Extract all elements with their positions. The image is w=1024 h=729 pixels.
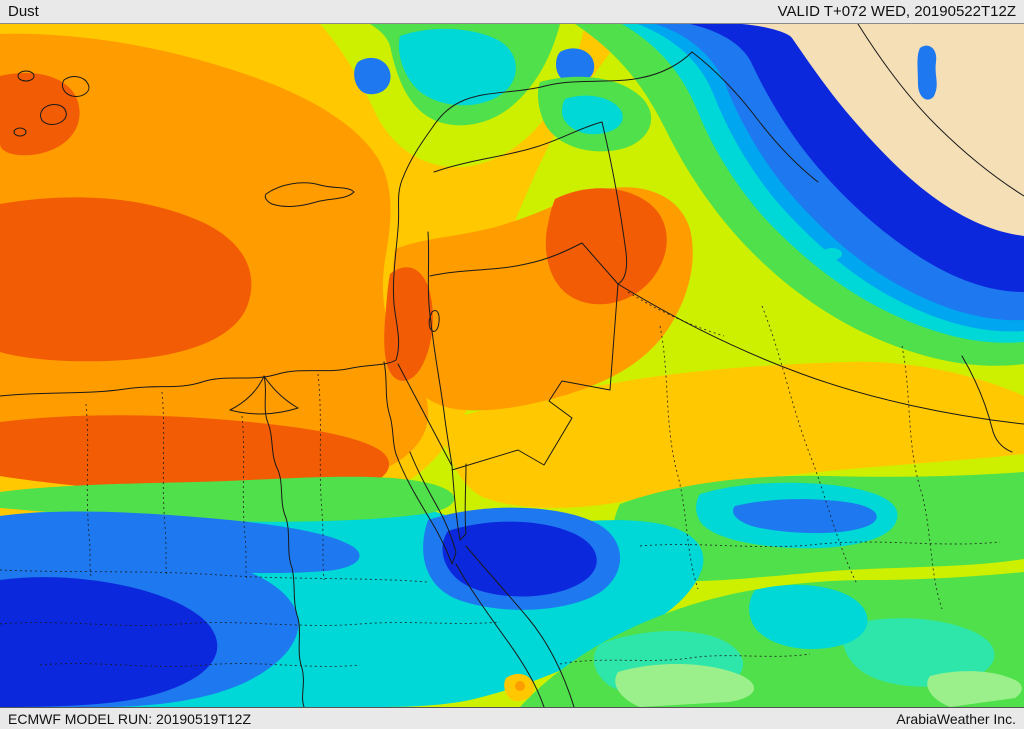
contour-band-cyan-spot: [822, 248, 842, 260]
egypt-sudan-dotted-border: [0, 569, 429, 583]
contour-topcenter-cyan: [398, 28, 516, 106]
contour-domain-edge-beige: [742, 24, 1024, 236]
model-run-label: ECMWF MODEL RUN: 20190519T12Z: [8, 710, 251, 727]
aegean-island-4: [61, 76, 90, 97]
contour-midright-blue-streak: [732, 499, 877, 534]
turkey-east-border: [691, 51, 819, 183]
israel-egypt-border: [397, 363, 453, 467]
saudi-admin-dotted-1: [659, 325, 699, 590]
gulf-of-aqaba-east-shore: [459, 463, 467, 541]
syria-iraq-border: [601, 121, 628, 285]
nile-delta-base: [229, 407, 299, 415]
jordan-iraq-border: [581, 242, 619, 285]
jordan-valley-border: [427, 231, 453, 467]
sudan-admin-dotted-2: [39, 663, 361, 667]
aegean-island-1: [17, 70, 35, 82]
gulf-of-suez-east-shore: [409, 451, 457, 565]
aegean-island-2: [40, 104, 67, 125]
saudi-admin-dotted-4: [639, 541, 1001, 548]
contour-left-green-band: [0, 476, 455, 522]
contour-topcenter-cyan-2: [562, 95, 623, 135]
jordan-syria-border: [429, 242, 583, 277]
dust-forecast-map: [0, 24, 1024, 707]
nile-river: [263, 375, 305, 707]
contour-darkorange-coastal-core: [384, 267, 433, 381]
kuwait-border-line: [961, 355, 1013, 453]
contour-bottomleft-darkblue-core: [0, 577, 218, 707]
gulf-of-suez-west-shore: [395, 453, 453, 565]
map-layer-title: Dust: [8, 3, 39, 20]
egypt-admin-dotted-1: [85, 403, 92, 577]
aegean-island-3: [13, 127, 27, 137]
dead-sea-outline: [428, 309, 440, 332]
egypt-admin-dotted-4: [317, 373, 325, 581]
contour-darkorange-left-core: [0, 197, 252, 362]
contour-bottomright-lightgreen-2: [927, 671, 1022, 707]
contour-yellow-mid-band: [440, 361, 1024, 508]
contour-band-green-spot: [850, 312, 868, 322]
suez-canal: [383, 361, 397, 455]
syria-turkey-border: [433, 121, 603, 173]
contour-accent-orange-dot: [515, 681, 525, 691]
contour-darkorange-syria-core: [545, 188, 667, 305]
contour-bottomright-cyan-patch: [749, 584, 868, 650]
contour-bottomright-lightgreen-1: [615, 663, 755, 707]
contour-beige-lake-blue: [917, 45, 937, 100]
mediterranean-coastline: [0, 51, 693, 397]
footer-bar: ECMWF MODEL RUN: 20190519T12Z ArabiaWeat…: [0, 707, 1024, 729]
jordan-saudi-zigzag-border: [451, 283, 619, 471]
contour-redsea-darkblue-blob: [442, 521, 597, 597]
sudan-admin-dotted-1: [0, 621, 501, 626]
saudi-admin-dotted-2: [761, 305, 858, 585]
contour-topcenter-blue-spot-2: [555, 48, 595, 84]
contour-topcenter-blue-spot-1: [354, 57, 391, 95]
cyprus-coastline: [264, 182, 355, 207]
iraq-admin-dotted: [627, 291, 725, 337]
gulf-of-aqaba-west-shore: [451, 465, 461, 541]
red-sea-west-shore: [455, 563, 545, 707]
valid-time-label: VALID T+072 WED, 20190522T12Z: [777, 3, 1016, 20]
contour-darkorange-egypt-band: [0, 415, 390, 496]
contour-bottomright-teal-2: [842, 618, 995, 687]
egypt-admin-dotted-3: [241, 415, 248, 582]
iran-border-line: [857, 24, 1024, 197]
header-bar: Dust VALID T+072 WED, 20190522T12Z: [0, 0, 1024, 24]
red-sea-east-shore: [465, 545, 575, 707]
contour-darkorange-corner: [0, 73, 80, 156]
map-area: [0, 24, 1024, 707]
brand-label: ArabiaWeather Inc.: [896, 710, 1016, 727]
south-admin-dotted: [559, 653, 811, 665]
dust-concentration-contours: [0, 24, 1024, 707]
admin-boundaries-dotted: [0, 291, 1001, 667]
